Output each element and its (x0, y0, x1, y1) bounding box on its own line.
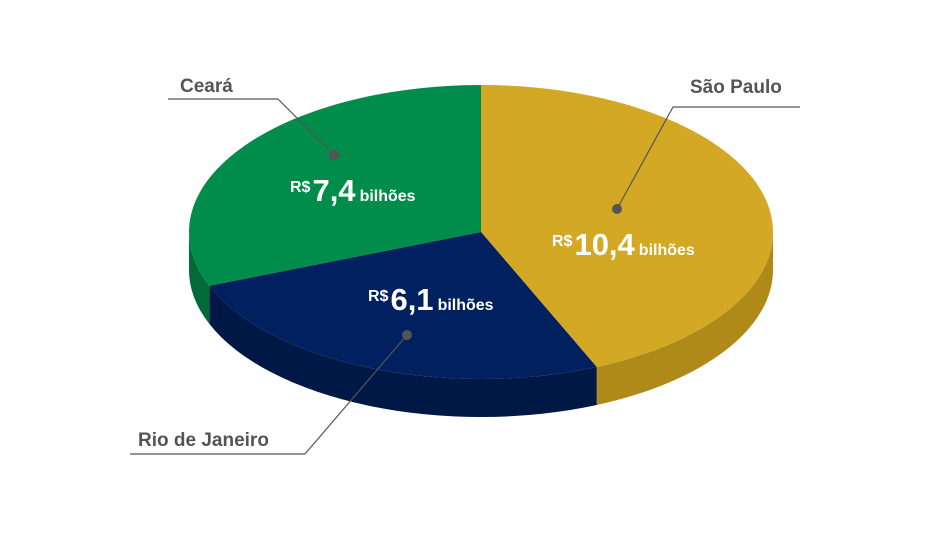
value-unit-sao-paulo: bilhões (639, 242, 695, 259)
value-number-rio: 6,1 (390, 282, 433, 317)
leader-dot-ceara (329, 150, 339, 160)
value-prefix-rio: R$ (368, 288, 389, 305)
slice-names: São Paulo Ceará Rio de Janeiro (138, 76, 782, 451)
pie-side-sao-paulo (596, 232, 773, 405)
value-prefix-ceara: R$ (290, 179, 311, 196)
value-unit-rio: bilhões (438, 297, 494, 314)
slice-name-rio: Rio de Janeiro (138, 430, 269, 451)
pie-slice-ceara (188, 85, 481, 286)
pie-sides (189, 232, 773, 418)
leader-dot-sao-paulo (612, 204, 622, 214)
slice-name-ceara: Ceará (180, 76, 233, 97)
value-label-sao-paulo: R$10,4 bilhões (552, 227, 695, 262)
leader-line-ceara (277, 98, 335, 156)
value-unit-ceara: bilhões (360, 188, 416, 205)
pie-tops (188, 85, 774, 379)
value-prefix-sao-paulo: R$ (552, 233, 573, 250)
leader-dot-rio (402, 330, 412, 340)
slice-name-sao-paulo: São Paulo (690, 77, 782, 98)
value-number-ceara: 7,4 (312, 173, 356, 208)
leader-lines (130, 98, 800, 455)
pie-side-rio (209, 285, 597, 418)
value-number-sao-paulo: 10,4 (574, 227, 635, 262)
slice-values: R$10,4 bilhões R$7,4 bilhões R$6,1 bilhões (290, 173, 695, 317)
pie-slice-rio (209, 232, 597, 379)
value-label-rio: R$6,1 bilhões (368, 282, 494, 317)
pie-side-ceara (189, 232, 210, 324)
value-label-ceara: R$7,4 bilhões (290, 173, 416, 208)
leader-line-sao-paulo (616, 106, 674, 210)
leader-line-rio (304, 334, 408, 455)
pie-slice-sao-paulo (481, 85, 774, 367)
